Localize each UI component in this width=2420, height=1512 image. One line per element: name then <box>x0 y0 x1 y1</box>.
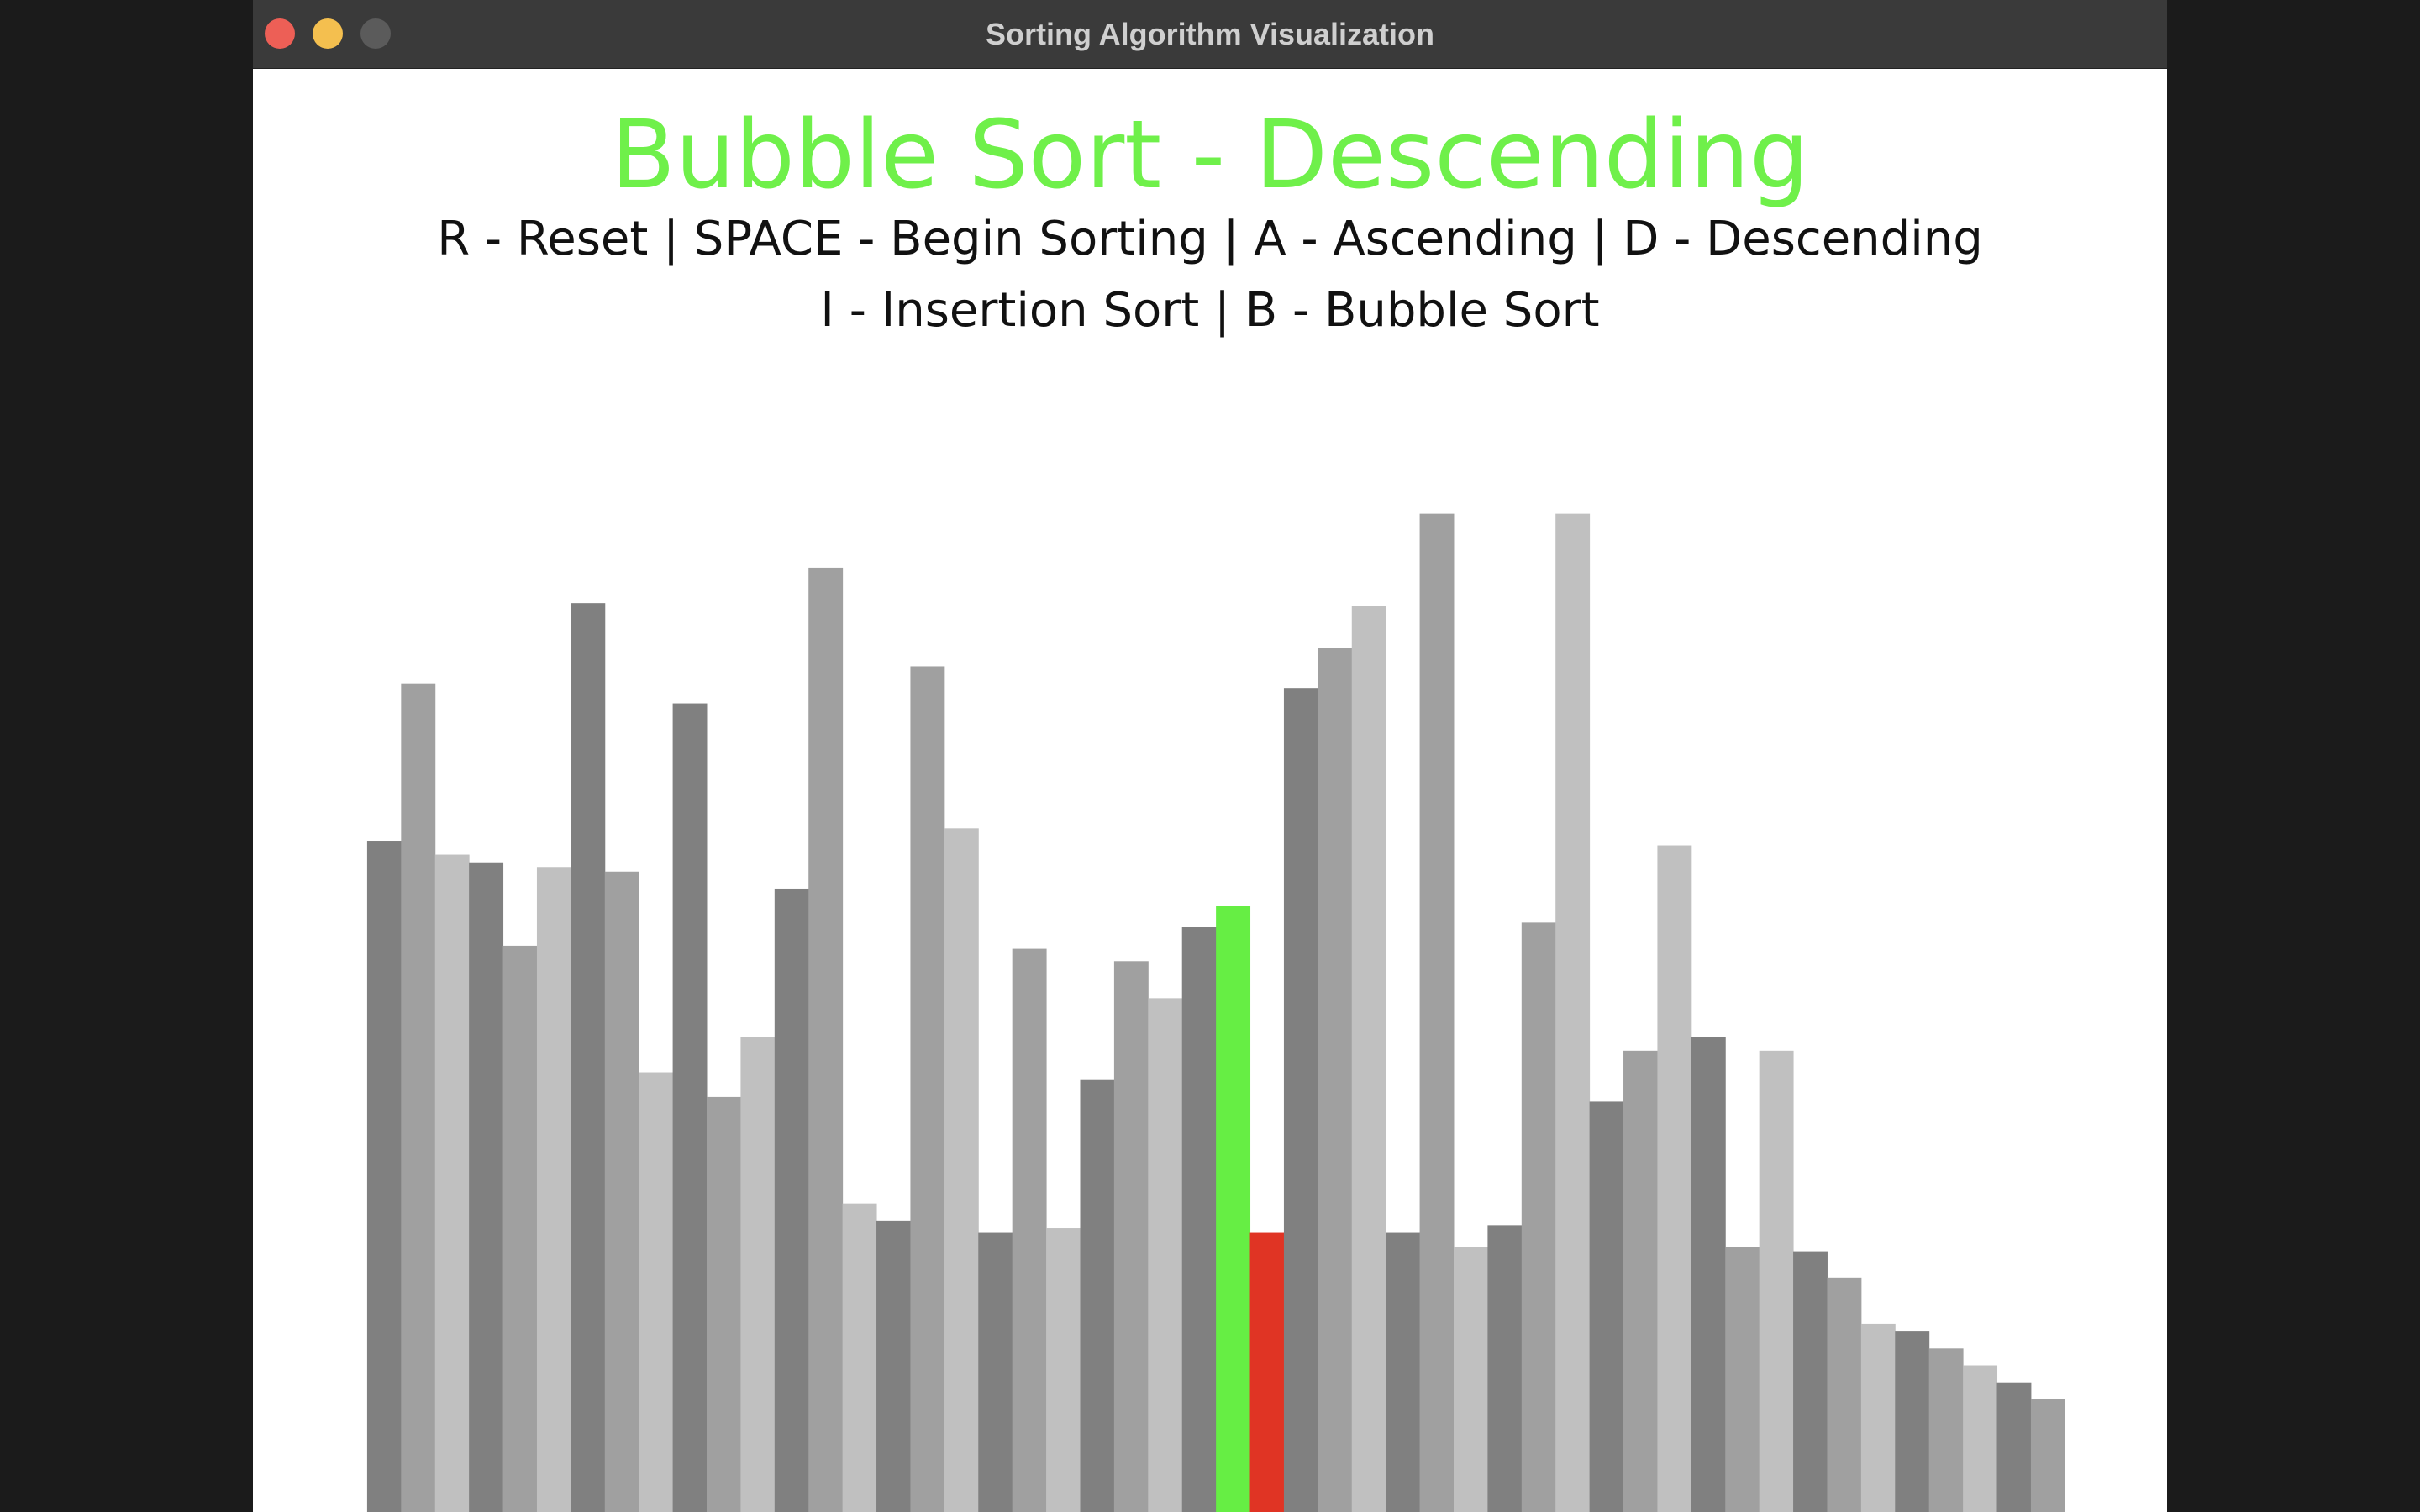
app-window: Sorting Algorithm Visualization Bubble S… <box>253 0 2167 1512</box>
bar <box>2030 1399 2065 1512</box>
bar <box>1691 1037 1726 1512</box>
heading: Bubble Sort - Descending <box>610 101 1810 210</box>
bar <box>910 666 945 1512</box>
bar-chart <box>366 513 2065 1512</box>
bar <box>1793 1251 1828 1512</box>
bar <box>1216 906 1251 1512</box>
bar <box>808 567 844 1512</box>
bar <box>1589 1101 1624 1512</box>
bar <box>1657 845 1692 1512</box>
bar <box>1012 948 1047 1512</box>
bar <box>944 828 979 1512</box>
bar <box>978 1232 1013 1512</box>
bar <box>536 867 571 1512</box>
bar <box>1046 1228 1081 1512</box>
bar <box>1249 1232 1285 1512</box>
bar <box>1113 961 1149 1512</box>
bar <box>1351 606 1386 1512</box>
bar <box>1759 1050 1794 1512</box>
bar <box>1996 1382 2032 1512</box>
bar <box>1487 1225 1523 1512</box>
minimize-button[interactable] <box>313 18 343 49</box>
close-button[interactable] <box>265 18 295 49</box>
bar <box>672 703 708 1512</box>
bar <box>366 841 402 1512</box>
bar <box>469 862 504 1512</box>
bar <box>707 1096 741 1512</box>
bar <box>1860 1323 1896 1512</box>
bar <box>740 1037 776 1512</box>
bar <box>1080 1079 1115 1512</box>
title-bar: Sorting Algorithm Visualization <box>253 0 2167 69</box>
bar <box>1895 1331 1930 1512</box>
bar <box>1148 998 1183 1512</box>
bar <box>639 1072 674 1512</box>
bar <box>1453 1247 1488 1512</box>
bar <box>1318 648 1353 1512</box>
bar <box>1963 1365 1998 1512</box>
bar <box>1283 688 1318 1512</box>
instructions-line: R - Reset | SPACE - Begin Sorting | A - … <box>437 212 1983 266</box>
bar <box>401 683 436 1512</box>
bar <box>1419 513 1455 1512</box>
bar <box>434 854 470 1512</box>
bar <box>1827 1277 1862 1512</box>
bar <box>571 603 606 1512</box>
window-title: Sorting Algorithm Visualization <box>985 17 1435 51</box>
bar <box>1521 922 1556 1512</box>
bar <box>502 945 538 1512</box>
bar <box>1725 1247 1760 1512</box>
bar <box>774 888 809 1512</box>
bar <box>1181 927 1217 1512</box>
bar <box>1623 1050 1658 1512</box>
bar <box>1555 513 1591 1512</box>
instructions-line: I - Insertion Sort | B - Bubble Sort <box>820 283 1600 338</box>
bar <box>604 871 639 1512</box>
bar <box>876 1220 911 1512</box>
zoom-button[interactable] <box>360 18 391 49</box>
bar <box>1928 1348 1964 1512</box>
bar <box>1386 1232 1421 1512</box>
bar <box>842 1203 877 1512</box>
